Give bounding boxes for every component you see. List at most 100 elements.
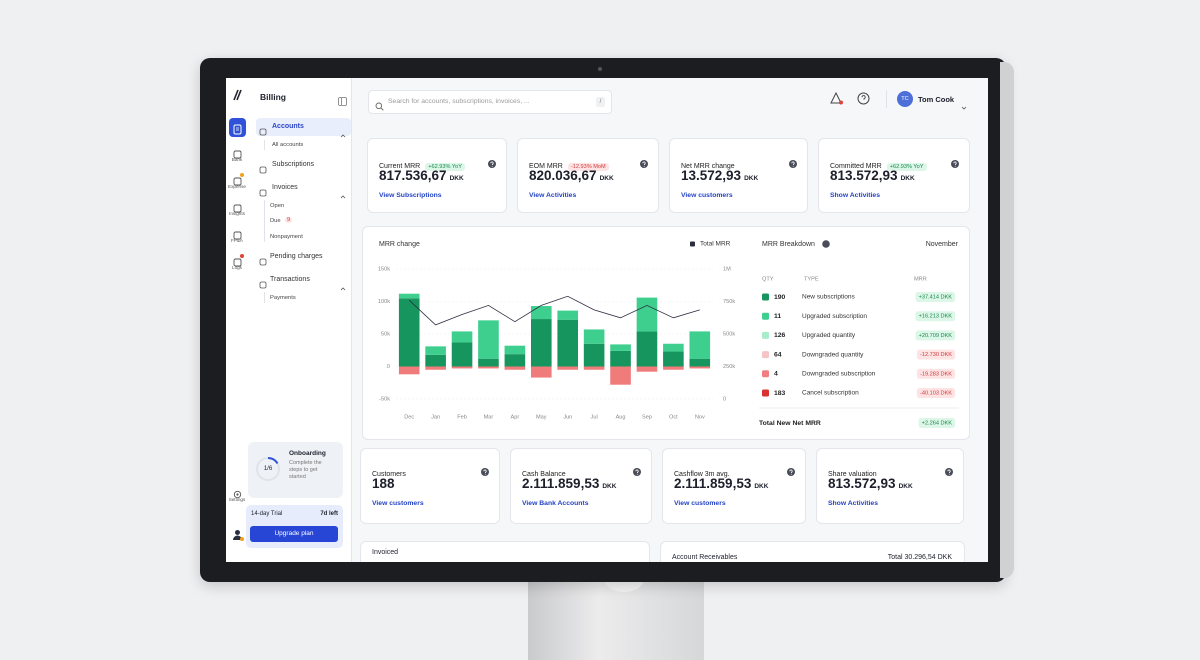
card-link[interactable]: View Bank Accounts	[522, 500, 589, 507]
badge-background	[915, 330, 955, 341]
kpi-card: Net MRR change 13.572,93 DKK View customers	[669, 138, 808, 213]
card-title: Cashflow 3m avg.	[674, 471, 730, 478]
icon-shape	[483, 469, 487, 473]
icon-shape	[789, 469, 793, 473]
row-qty: 4	[774, 371, 778, 378]
rail-label[interactable]: Bank	[231, 157, 243, 162]
help-icon	[488, 155, 496, 168]
row-qty: 64	[774, 351, 782, 358]
mrr-badge: -19.283 DKK	[920, 371, 952, 377]
icon-shape	[267, 457, 279, 465]
y2-tick-label: 500k	[723, 331, 735, 337]
change-badge: -12.93% MoM	[567, 163, 609, 171]
icon-shape	[340, 287, 346, 291]
icon-shape	[233, 258, 242, 267]
nav-item[interactable]: Payments	[270, 294, 296, 301]
help-icon	[789, 155, 797, 168]
row-type: Upgraded quantity	[802, 332, 856, 339]
collapse-icon	[338, 93, 347, 106]
onboarding-card: 1/6 Onboarding Complete the steps to get s…	[248, 442, 343, 498]
card-link[interactable]: View Activities	[529, 192, 577, 199]
card-link[interactable]: View customers	[681, 192, 733, 199]
icon-shape	[948, 473, 950, 475]
receivables-total: Total 30.296,54 DKK	[887, 554, 952, 561]
upgrade-button[interactable]: Upgrade plan	[250, 526, 338, 542]
icon-shape	[839, 100, 843, 105]
trial-remaining: 7d left	[320, 511, 338, 517]
card-link[interactable]: Show Activities	[830, 192, 880, 199]
rail-label[interactable]: Logs	[232, 265, 242, 270]
billing-icon	[233, 122, 242, 135]
y2-tick-label: 1M	[723, 266, 731, 272]
y2-tick-label: 250k	[723, 364, 735, 370]
icon-shape	[233, 124, 242, 135]
card-header: Net MRR change	[681, 155, 735, 173]
card-value: 817.536,67	[379, 168, 447, 183]
logo	[232, 88, 243, 101]
onboarding-title[interactable]: Onboarding	[289, 450, 326, 457]
card-link[interactable]: View customers	[674, 500, 726, 507]
nav-icon	[259, 161, 267, 174]
icon-shape	[233, 231, 242, 240]
card-link[interactable]: View Subscriptions	[379, 192, 442, 199]
bar-segment	[689, 366, 711, 369]
card-title: Account Receivables	[672, 554, 738, 561]
nav-item[interactable]: Invoices	[272, 183, 298, 191]
nav-item[interactable]: Nonpayment	[270, 233, 303, 240]
rail-label[interactable]: FP&A	[231, 238, 243, 243]
x-tick-label: Jan	[431, 414, 440, 420]
icon-shape	[789, 160, 797, 168]
card-unit: DKK	[754, 483, 769, 490]
x-tick-label: Jun	[563, 414, 572, 420]
icon-shape	[233, 258, 242, 267]
icon-shape	[259, 258, 267, 266]
rail-label[interactable]: Insights	[229, 211, 245, 216]
nav-item[interactable]: Subscriptions	[272, 160, 315, 168]
rail-icon	[233, 227, 242, 240]
row-qty: 190	[774, 294, 786, 301]
nav-item[interactable]: Open	[270, 202, 285, 209]
icon-shape	[259, 281, 267, 289]
x-tick-label: Oct	[669, 414, 678, 420]
nav-item[interactable]: Pending charges	[270, 252, 323, 260]
nav-item[interactable]: Transactions	[270, 275, 310, 283]
line-series	[408, 295, 700, 326]
y-tick-label: 100k	[378, 299, 390, 305]
user-avatar[interactable]: TC	[897, 91, 913, 107]
icon-shape	[233, 490, 242, 499]
rail-icon	[233, 254, 242, 267]
x-tick-label: Sep	[642, 414, 652, 420]
bar-segment	[610, 344, 631, 351]
icon-shape	[787, 468, 795, 476]
receivables-card: Account Receivables Total 30.296,54 DKK	[660, 541, 965, 562]
nav-item[interactable]: Due	[270, 217, 281, 224]
icon-shape	[233, 124, 242, 135]
bar-segment	[583, 329, 605, 344]
icon-shape	[259, 128, 267, 136]
column-header: TYPE	[804, 276, 819, 282]
y2-tick-label: 750k	[723, 299, 735, 305]
card-link[interactable]: Show Activities	[828, 500, 878, 507]
card-title: Share valuation	[828, 471, 877, 478]
nav-icon	[259, 123, 267, 136]
icon-shape	[830, 91, 843, 105]
nav-item[interactable]: Accounts	[272, 122, 304, 130]
card-value-line: 817.536,67 DKK	[379, 167, 464, 185]
shortcut-key: /	[596, 97, 605, 107]
kpi-card: Share valuation 813.572,93 DKK Show Activit…	[816, 448, 964, 524]
card-unit: DKK	[602, 483, 617, 490]
camera	[598, 67, 602, 71]
icon-shape	[947, 469, 951, 473]
card-link[interactable]: View customers	[372, 500, 424, 507]
card-header: Cashflow 3m avg.	[674, 463, 730, 481]
card-title: EOM MRR	[529, 163, 563, 170]
due-badge: 9	[285, 217, 293, 223]
user-name[interactable]: Tom Cook	[918, 95, 955, 104]
search-box[interactable]: Search for accounts, subscriptions, invo…	[368, 90, 612, 114]
rail-label[interactable]: Expense	[228, 184, 246, 189]
bar-segment	[530, 319, 552, 367]
header-divider	[886, 90, 887, 108]
nav-item[interactable]: All accounts	[272, 141, 304, 148]
rail-label[interactable]: Settings	[228, 497, 246, 502]
icon-shape	[338, 97, 347, 106]
